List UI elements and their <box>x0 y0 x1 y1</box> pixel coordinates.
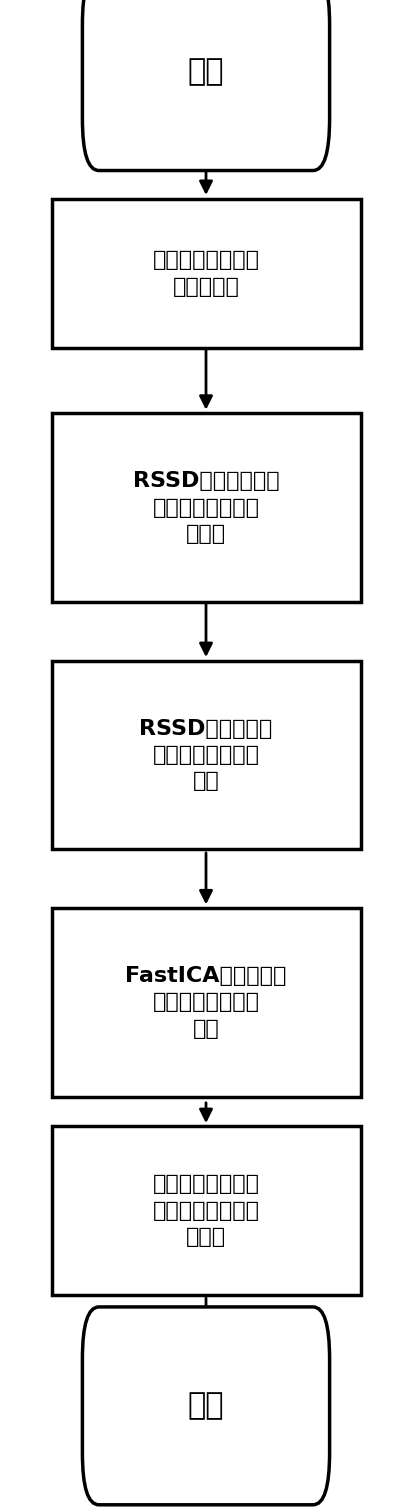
Text: 结束: 结束 <box>188 1391 224 1421</box>
Text: FastICA处理观测信
号，得到故障特征
分量: FastICA处理观测信 号，得到故障特征 分量 <box>125 966 287 1039</box>
Text: 利用振动传感器采
集振动信号: 利用振动传感器采 集振动信号 <box>152 251 260 296</box>
FancyBboxPatch shape <box>52 1126 360 1296</box>
Text: RSSD分解，提取高
共振分量，作为观
测信号: RSSD分解，提取高 共振分量，作为观 测信号 <box>133 471 279 544</box>
FancyBboxPatch shape <box>52 414 360 602</box>
Text: 对故障特征分量进
行包络谱分析，识
别故障: 对故障特征分量进 行包络谱分析，识 别故障 <box>152 1175 260 1247</box>
FancyBboxPatch shape <box>52 908 360 1096</box>
Text: RSSD分解观测信
号，构成虚拟通道
信号: RSSD分解观测信 号，构成虚拟通道 信号 <box>139 719 273 791</box>
FancyBboxPatch shape <box>82 1308 330 1505</box>
FancyBboxPatch shape <box>52 660 360 849</box>
Text: 开始: 开始 <box>188 57 224 86</box>
FancyBboxPatch shape <box>82 0 330 171</box>
FancyBboxPatch shape <box>52 198 360 349</box>
